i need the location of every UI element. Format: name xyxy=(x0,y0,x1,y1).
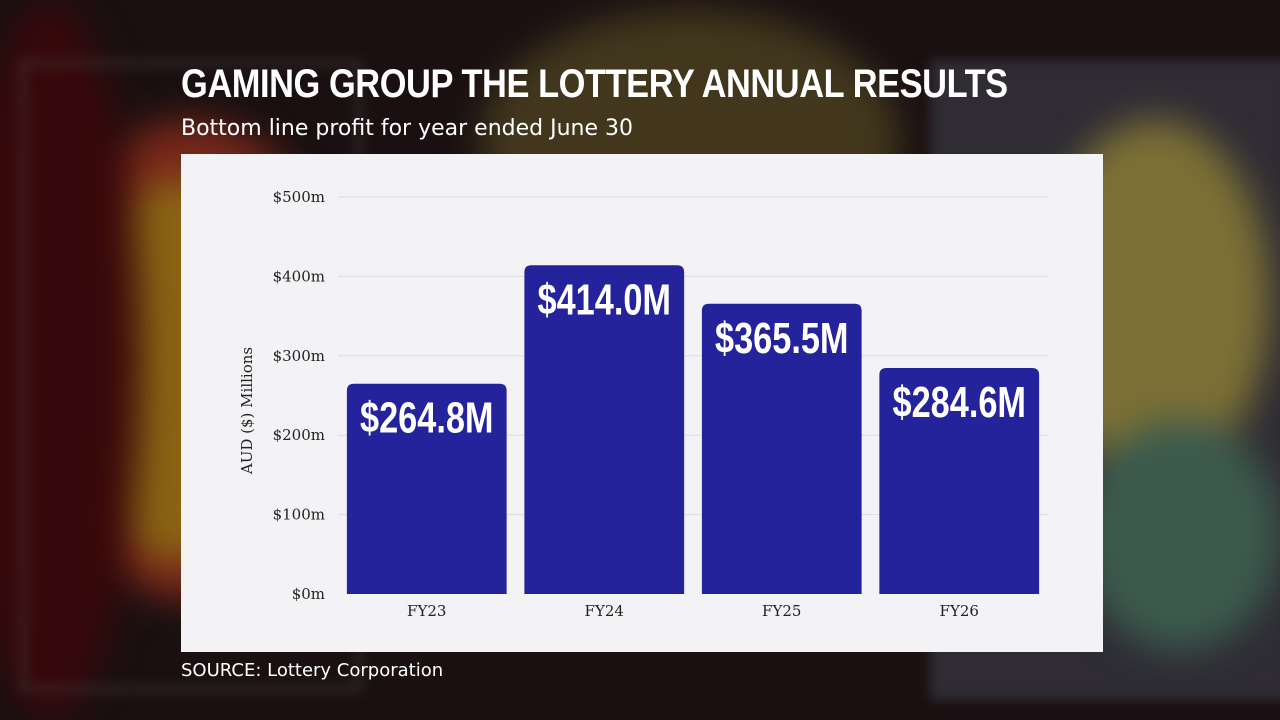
chart-card: $0m $100m $200m $300m $400m $500m AUD ($) Mill… xyxy=(181,154,1103,652)
x-tick-label: FY24 xyxy=(585,602,624,620)
bar-data-label: $414.0M xyxy=(538,275,671,324)
bar-data-label: $264.8M xyxy=(360,394,493,443)
bar-fy26 xyxy=(879,368,1040,594)
y-tick-label: $400m xyxy=(273,267,325,285)
x-tick-label: FY25 xyxy=(762,602,801,620)
source-note: SOURCE: Lottery Corporation xyxy=(181,660,444,681)
x-tick-label: FY26 xyxy=(940,602,979,620)
y-tick-label: $500m xyxy=(273,188,325,206)
y-tick-label: $200m xyxy=(273,426,325,444)
chart-title: GAMING GROUP THE LOTTERY ANNUAL RESULTS xyxy=(181,62,1008,106)
y-axis-title: AUD ($) Millions xyxy=(238,347,256,475)
y-tick-label: $300m xyxy=(273,347,325,365)
bar-data-label: $365.5M xyxy=(715,314,848,363)
bar-fy25 xyxy=(701,303,862,594)
bar-fy24 xyxy=(524,265,685,594)
y-tick-label: $100m xyxy=(273,506,325,524)
bar-chart: $0m $100m $200m $300m $400m $500m AUD ($) Mill… xyxy=(238,188,1048,620)
bar-fy23 xyxy=(346,383,507,594)
x-tick-label: FY23 xyxy=(407,602,446,620)
bar-data-label: $284.6M xyxy=(893,378,1026,427)
chart-subtitle: Bottom line profit for year ended June 3… xyxy=(181,116,633,141)
y-tick-label: $0m xyxy=(292,585,325,603)
